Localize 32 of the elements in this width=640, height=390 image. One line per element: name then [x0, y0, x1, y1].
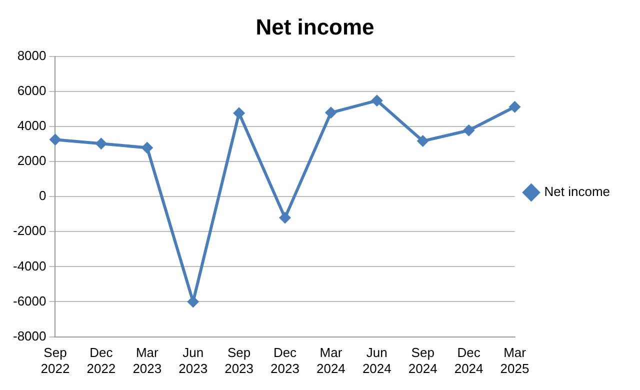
point [416, 135, 429, 148]
x-tick-label: Sep 2023 [224, 345, 254, 376]
x-tick-label: Sep 2022 [40, 345, 70, 376]
chart-title: Net income [256, 14, 374, 40]
y-tick-label: 2000 [17, 153, 46, 168]
x-tick-label: Mar 2024 [316, 345, 346, 376]
x-tick-label: Dec 2022 [86, 345, 116, 376]
x-tick-label: Mar 2025 [500, 345, 530, 376]
y-tick-label: -6000 [13, 293, 46, 308]
y-tick-label: 0 [39, 188, 46, 204]
x-tick-label: Dec 2023 [270, 345, 300, 376]
y-tick-label: -8000 [13, 328, 46, 344]
point [508, 100, 521, 113]
point [279, 212, 291, 224]
x-tick-label: Jun 2024 [362, 345, 392, 376]
x-tick-label: Mar 2023 [132, 345, 162, 376]
point [141, 142, 154, 154]
point [95, 138, 108, 150]
x-tick-label: Jun 2023 [178, 345, 208, 376]
y-tick-label: 6000 [17, 83, 46, 98]
point [370, 94, 383, 107]
y-tick-label: -2000 [13, 223, 46, 238]
y-tick-label: 8000 [17, 48, 46, 63]
point [462, 124, 475, 136]
point [49, 134, 62, 146]
x-tick-label: Dec 2024 [454, 345, 484, 376]
point [233, 107, 246, 120]
y-tick-label: 4000 [17, 118, 46, 134]
legend-label: Net income [544, 184, 610, 200]
point [324, 106, 337, 119]
y-tick-label: -4000 [13, 258, 46, 274]
x-tick-label: Sep 2024 [408, 345, 438, 376]
